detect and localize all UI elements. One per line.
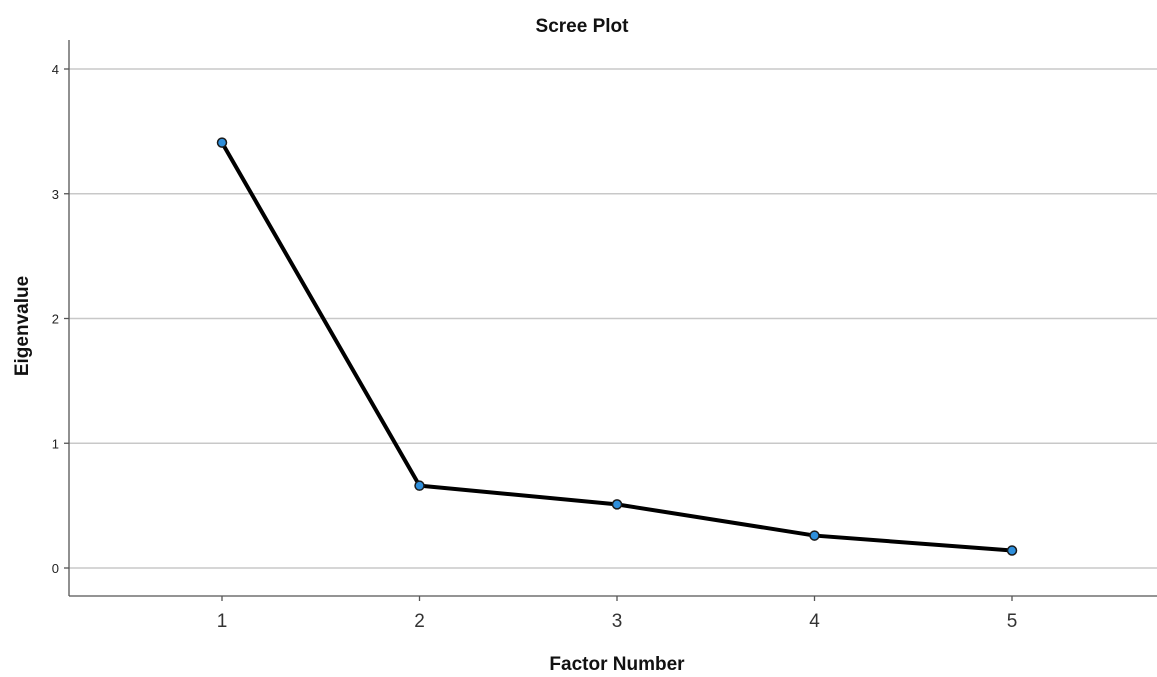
data-point-factor-4 (809, 530, 820, 541)
x-tick-label-1: 1 (217, 611, 228, 632)
y-axis-label: Eigenvalue (12, 276, 33, 376)
grid-lines (69, 68, 1157, 569)
y-axis-ticks: 0 1 2 3 4 (52, 62, 69, 576)
data-point-factor-5 (1006, 545, 1018, 556)
data-point-factor-2 (414, 480, 425, 491)
series-line (220, 140, 1014, 553)
y-tick-label-0: 0 (52, 561, 59, 576)
y-tick-label-1: 1 (52, 436, 59, 451)
x-tick-label-2: 2 (414, 611, 425, 632)
y-tick-label-3: 3 (52, 187, 59, 202)
x-tick-label-3: 3 (612, 611, 623, 632)
y-tick-label-4: 4 (52, 62, 59, 77)
chart-title: Scree Plot (536, 16, 630, 37)
x-axis-label: Factor Number (549, 654, 685, 675)
y-tick-label-2: 2 (52, 312, 59, 327)
x-axis-ticks: 1 2 3 4 5 (217, 596, 1018, 632)
x-tick-label-4: 4 (809, 611, 820, 632)
x-tick-label-5: 5 (1007, 611, 1018, 632)
data-point-factor-3 (611, 499, 623, 510)
eigenvalue-points (216, 137, 1018, 556)
data-point-factor-1 (216, 137, 228, 148)
eigenvalue-series (220, 140, 1014, 553)
